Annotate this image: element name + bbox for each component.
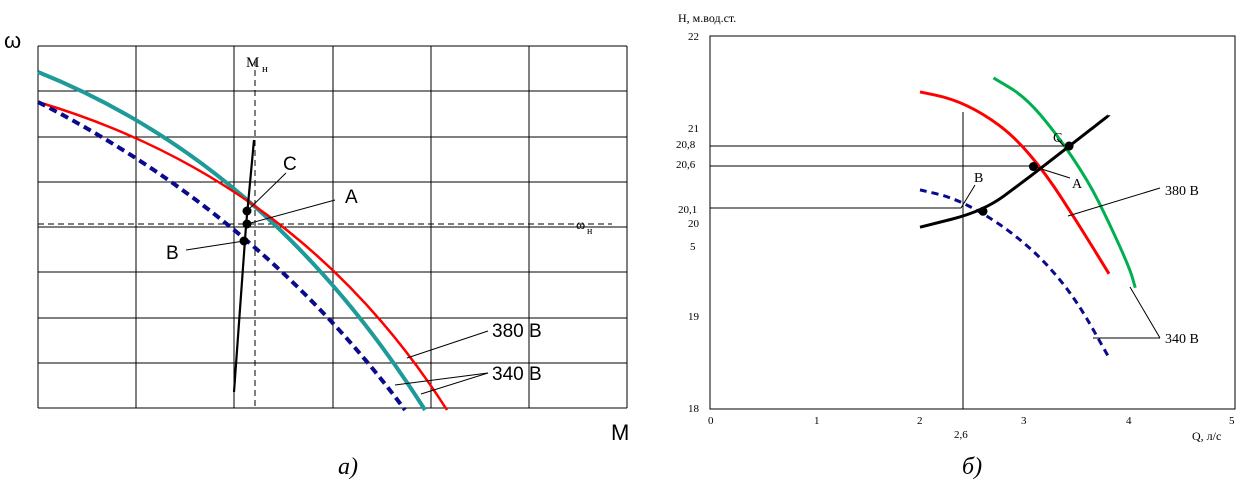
panel-b-leader-b bbox=[960, 184, 976, 209]
panel-b-ytick-21: 21 bbox=[688, 123, 699, 135]
panel-a-mn-sub: н bbox=[262, 63, 268, 75]
panel-b-series bbox=[919, 76, 1137, 359]
panel-a-leader-340-2 bbox=[420, 372, 489, 395]
panel-a-leader-c bbox=[246, 172, 287, 212]
panel-b-curve-network bbox=[919, 114, 1110, 229]
panel-b-ylabel: Н, м.вод.ст. bbox=[678, 11, 736, 25]
panel-b-xtick-1: 1 bbox=[814, 415, 820, 427]
panel-b-ytick-22: 22 bbox=[688, 31, 699, 43]
panel-a-point-a-label: A bbox=[345, 187, 358, 208]
panel-b-leader-340-1 bbox=[1129, 286, 1161, 339]
panel-b-point-c bbox=[1064, 141, 1074, 151]
panel-b-point-c-label: C bbox=[1053, 131, 1062, 146]
panel-b-ytick-206: 20,6 bbox=[676, 159, 696, 171]
panel-b-curve-green bbox=[992, 76, 1137, 290]
panel-b-caption: б) bbox=[962, 454, 982, 480]
panel-a-ylabel: ω bbox=[4, 28, 21, 53]
panel-a-load-curve bbox=[232, 139, 256, 393]
panel-b-label-380: 380 В bbox=[1165, 184, 1199, 199]
panel-b-ytick-201: 20,1 bbox=[678, 204, 697, 216]
panel-b-ytick-208: 20,8 bbox=[676, 139, 696, 151]
panel-b-xlabel: Q, л/с bbox=[1192, 429, 1221, 443]
panel-b: 22 21 20,8 20,6 20,1 20 5 19 18 0 1 2 2,… bbox=[676, 11, 1236, 480]
panel-a-leader-b bbox=[185, 240, 245, 251]
panel-a-caption: а) bbox=[338, 454, 358, 480]
panel-b-point-a-label: A bbox=[1072, 177, 1083, 192]
panel-b-curve-340 bbox=[919, 188, 1111, 359]
panel-a-leader-340-1 bbox=[394, 372, 489, 386]
panel-b-ytick-19: 19 bbox=[688, 311, 700, 323]
panel-b-leader-380 bbox=[1067, 187, 1161, 217]
panel-a-curve-red bbox=[37, 100, 449, 411]
panel-b-xtick-4: 4 bbox=[1126, 415, 1132, 427]
panel-b-leader-a bbox=[1031, 165, 1071, 179]
panel-b-ytick-18: 18 bbox=[688, 403, 700, 415]
panel-b-label-340: 340 В bbox=[1165, 332, 1199, 347]
panel-a-point-c-label: C bbox=[283, 154, 297, 175]
panel-b-xtick-2: 2 bbox=[917, 415, 923, 427]
panel-b-point-b-label: В bbox=[974, 171, 983, 186]
panel-b-point-в bbox=[978, 206, 988, 216]
panel-a-curve-blue bbox=[37, 100, 407, 412]
panel-b-frame bbox=[709, 35, 1236, 410]
panel-b-xtick-3: 3 bbox=[1021, 415, 1027, 427]
panel-b-leader-c bbox=[1056, 138, 1065, 147]
panel-a-label-340: 340 В bbox=[492, 364, 542, 385]
panel-a-wn-sub: н bbox=[587, 226, 593, 237]
panel-a-label-380: 380 В bbox=[492, 321, 542, 342]
panel-b-xtick-26: 2,6 bbox=[954, 429, 968, 441]
panel-b-xtick-5: 5 bbox=[1229, 415, 1235, 427]
panel-a-wn-label: ω bbox=[576, 218, 585, 233]
panel-a-leader-a bbox=[246, 199, 336, 225]
panel-b-curve-380 bbox=[919, 90, 1111, 275]
panel-a-point-b-label: B bbox=[166, 243, 179, 264]
panel-b-ytick-5: 5 bbox=[690, 241, 696, 253]
panel-a: ω M M н ω н C A B 380 В 340 В а) bbox=[4, 28, 629, 480]
panel-a-leader-380 bbox=[406, 330, 489, 359]
panel-b-ytick-20: 20 bbox=[688, 218, 700, 230]
panel-a-xlabel: M bbox=[611, 420, 629, 445]
panel-a-mn-label: M bbox=[246, 55, 259, 71]
panel-b-xtick-0: 0 bbox=[708, 415, 714, 427]
